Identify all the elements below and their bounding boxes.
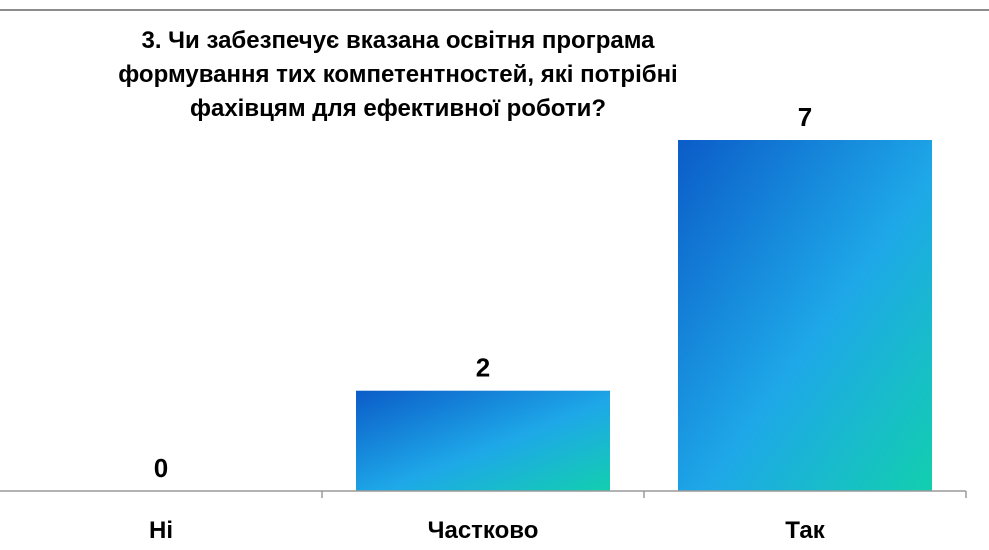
chart-title-line-2: формування тих компетентностей, які потр… — [118, 61, 677, 88]
x-axis — [0, 490, 967, 498]
data-label-1: 0 — [154, 453, 168, 483]
bar-2 — [356, 390, 610, 491]
x-tick-label-1: Ні — [149, 517, 173, 544]
chart-title-line-3: фахівцям для ефективної роботи? — [190, 95, 606, 122]
data-label-3: 7 — [798, 102, 812, 132]
bar-3 — [678, 140, 932, 491]
chart-title-line-1: 3. Чи забезпечує вказана освітня програм… — [142, 27, 656, 54]
data-labels: 0 2 7 — [154, 102, 812, 483]
x-tick-label-3: Так — [785, 517, 825, 544]
data-label-2: 2 — [476, 353, 490, 383]
x-tick-label-2: Частково — [428, 517, 539, 544]
x-axis-tick-labels: Ні Частково Так — [149, 517, 826, 544]
bar-series — [356, 140, 932, 491]
chart-title: 3. Чи забезпечує вказана освітня програм… — [118, 27, 677, 122]
